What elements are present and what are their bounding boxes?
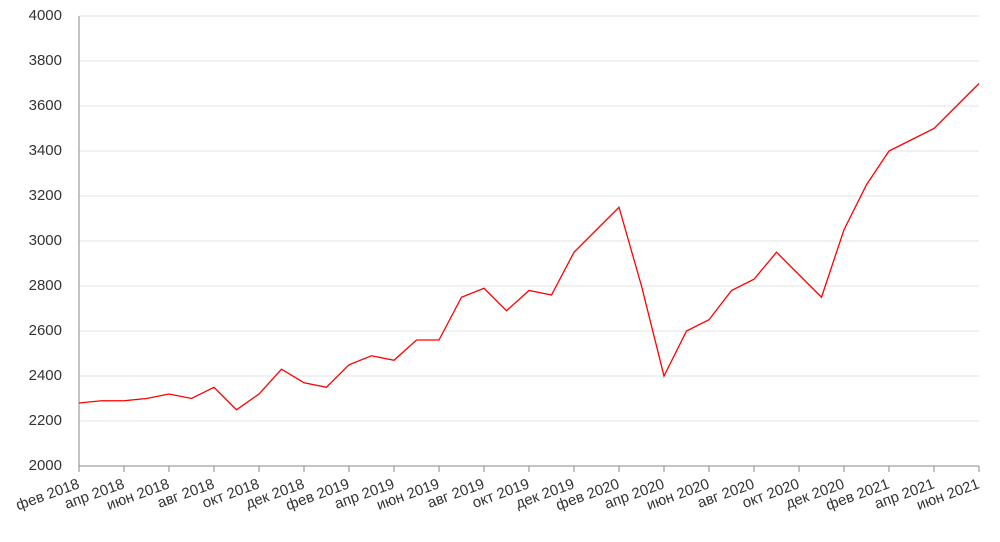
y-tick-label: 3200 [29, 187, 62, 204]
y-tick-label: 2400 [29, 367, 62, 384]
y-tick-label: 3600 [29, 97, 62, 114]
y-tick-label: 4000 [29, 7, 62, 24]
y-tick-label: 2200 [29, 412, 62, 429]
y-tick-label: 2600 [29, 322, 62, 339]
y-tick-label: 2800 [29, 277, 62, 294]
y-tick-label: 3000 [29, 232, 62, 249]
y-tick-label: 2000 [29, 457, 62, 474]
y-tick-label: 3400 [29, 142, 62, 159]
y-tick-label: 3800 [29, 52, 62, 69]
series-line [78, 83, 980, 411]
